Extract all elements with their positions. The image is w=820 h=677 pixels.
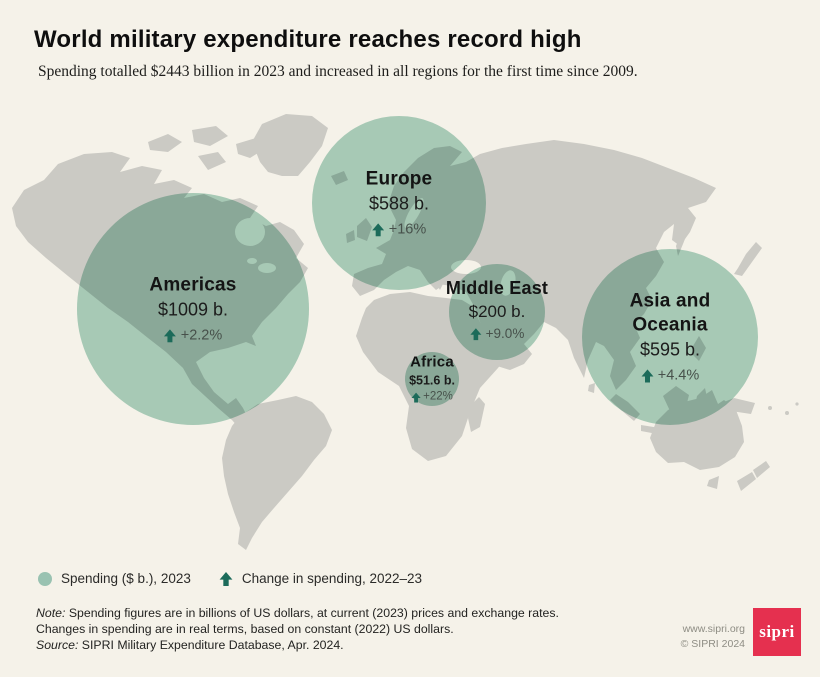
- arctic-islands: [148, 126, 266, 170]
- website-url: www.sipri.org: [682, 623, 745, 635]
- up-arrow-icon: [219, 571, 233, 586]
- note-text: Spending figures are in billions of US d…: [65, 606, 559, 620]
- madagascar: [468, 397, 485, 432]
- region-name: Europe: [365, 168, 433, 190]
- up-arrow-icon: [411, 392, 421, 403]
- new-zealand: [737, 461, 770, 491]
- legend-change-label: Change in spending, 2022–23: [241, 571, 423, 586]
- region-change: +16%: [388, 221, 427, 238]
- bubble-europe: [312, 116, 486, 290]
- note-line: Note: Spending figures are in billions o…: [36, 606, 559, 622]
- pacific-island: [768, 406, 772, 410]
- up-arrow-icon: [372, 223, 385, 237]
- note-line: Changes in spending are in real terms, b…: [36, 622, 559, 638]
- source-text: SIPRI Military Expenditure Database, Apr…: [78, 637, 344, 652]
- region-label-asia-and-oceania: Asia and Oceania $595 b. +4.4%: [595, 289, 745, 384]
- legend: Spending ($ b.), 2023 Change in spending…: [38, 571, 422, 586]
- up-arrow-icon: [641, 369, 654, 382]
- region-name: Americas: [149, 274, 237, 296]
- page-title: World military expenditure reaches recor…: [34, 26, 582, 53]
- region-change: +22%: [423, 391, 453, 403]
- pacific-island: [795, 402, 799, 406]
- page-subtitle: Spending totalled $2443 billion in 2023 …: [38, 63, 638, 80]
- bubble-asia-and-oceania: [582, 249, 758, 425]
- region-name: Africa: [410, 353, 454, 371]
- copyright: © SIPRI 2024: [680, 638, 745, 650]
- region-value: $595 b.: [639, 338, 701, 359]
- sipri-logo: sipri: [753, 608, 801, 656]
- footnotes: Note: Spending figures are in billions o…: [36, 606, 559, 653]
- spending-bubbles: [77, 116, 758, 425]
- sakhalin: [676, 218, 690, 256]
- up-arrow-icon: [164, 329, 177, 343]
- legend-item-change: Change in spending, 2022–23: [219, 571, 422, 586]
- tasmania: [707, 476, 719, 489]
- region-value: $200 b.: [468, 301, 526, 321]
- region-change: +9.0%: [485, 325, 525, 341]
- region-change: +2.2%: [180, 327, 223, 344]
- region-value: $1009 b.: [157, 299, 229, 320]
- sri-lanka: [588, 383, 595, 393]
- region-label-middle-east: Middle East $200 b. +9.0%: [446, 277, 548, 343]
- region-value: $588 b.: [368, 193, 430, 214]
- up-arrow-icon: [470, 328, 482, 341]
- pacific-island: [785, 411, 789, 415]
- source-prefix: Source:: [36, 637, 79, 652]
- legend-spending-label: Spending ($ b.), 2023: [61, 571, 191, 586]
- region-name: Asia and Oceania: [629, 290, 711, 336]
- greenland: [252, 114, 328, 176]
- region-change: +4.4%: [657, 367, 700, 384]
- bubble-swatch-icon: [38, 571, 52, 586]
- sipri-logo-text: sipri: [759, 622, 795, 641]
- legend-item-spending: Spending ($ b.), 2023: [38, 571, 191, 586]
- region-label-europe: Europe $588 b. +16%: [366, 167, 433, 238]
- japan: [734, 242, 762, 276]
- footer-meta: www.sipri.org © SIPRI 2024: [681, 622, 745, 652]
- bubble-africa: [405, 352, 459, 406]
- region-value: $51.6 b.: [409, 373, 455, 388]
- region-name: Middle East: [445, 278, 549, 299]
- region-label-americas: Americas $1009 b. +2.2%: [149, 273, 236, 344]
- source-line: Source: SIPRI Military Expenditure Datab…: [36, 638, 559, 654]
- bubble-americas: [77, 193, 309, 425]
- note-text: Changes in spending are in real terms, b…: [36, 621, 454, 636]
- region-label-africa: Africa $51.6 b. +22%: [409, 354, 455, 405]
- note-prefix: Note:: [36, 606, 66, 620]
- continent-south-america: [222, 396, 332, 550]
- bubble-middle-east: [449, 264, 545, 360]
